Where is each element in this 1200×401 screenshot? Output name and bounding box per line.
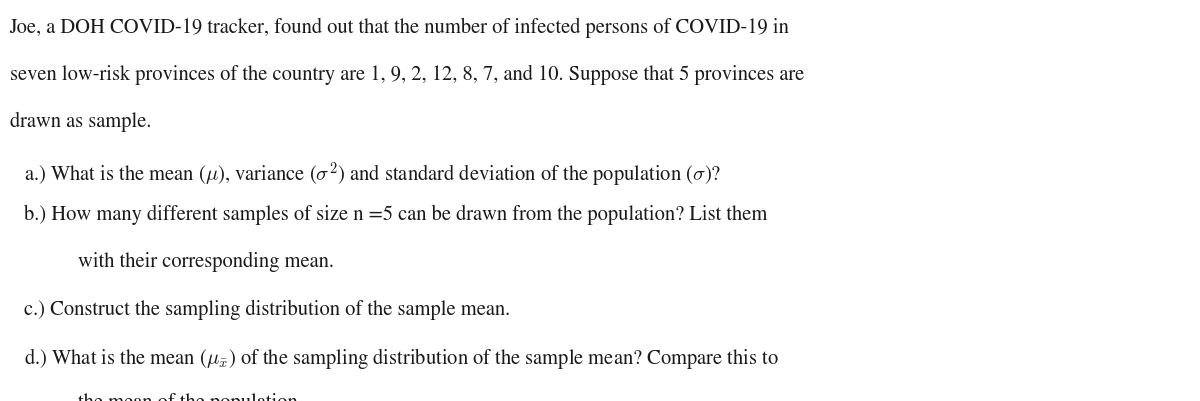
Text: seven low-risk provinces of the country are 1, 9, 2, 12, 8, 7, and 10. Suppose t: seven low-risk provinces of the country … xyxy=(10,65,804,85)
Text: a.) What is the mean ($\mu$), variance ($\sigma^2$) and standard deviation of th: a.) What is the mean ($\mu$), variance (… xyxy=(24,160,721,189)
Text: b.) How many different samples of size n =5 can be drawn from the population? Li: b.) How many different samples of size n… xyxy=(24,205,767,225)
Text: drawn as sample.: drawn as sample. xyxy=(10,111,151,132)
Text: Joe, a DOH COVID-19 tracker, found out that the number of infected persons of CO: Joe, a DOH COVID-19 tracker, found out t… xyxy=(10,18,790,38)
Text: the mean of the population.: the mean of the population. xyxy=(78,392,302,401)
Text: d.) What is the mean ($\mu_{\bar{x}}$) of the sampling distribution of the sampl: d.) What is the mean ($\mu_{\bar{x}}$) o… xyxy=(24,345,779,370)
Text: c.) Construct the sampling distribution of the sample mean.: c.) Construct the sampling distribution … xyxy=(24,299,510,319)
Text: with their corresponding mean.: with their corresponding mean. xyxy=(78,251,334,271)
